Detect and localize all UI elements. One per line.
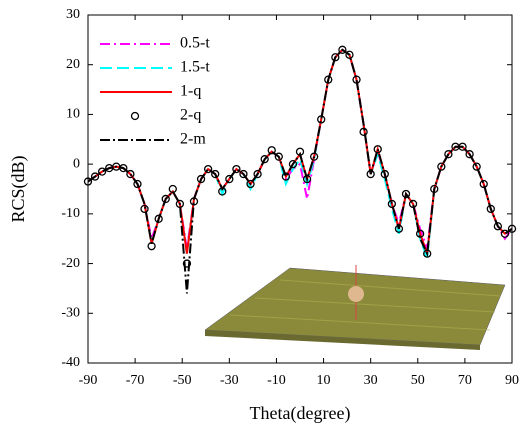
x-tick-label: -90 xyxy=(79,373,98,388)
data-point xyxy=(507,224,517,233)
inset-surface xyxy=(204,265,506,350)
data-point xyxy=(444,150,453,159)
x-tick-label: -10 xyxy=(267,373,286,388)
y-tick-label: 20 xyxy=(66,57,80,72)
legend-marker xyxy=(130,111,140,121)
x-tick-label: -30 xyxy=(220,373,239,388)
data-point xyxy=(267,146,276,155)
data-point xyxy=(182,259,192,268)
data-point xyxy=(246,179,255,189)
x-axis-label: Theta(degree) xyxy=(250,403,351,424)
legend-label: 1.5-t xyxy=(180,59,210,76)
data-point xyxy=(465,150,474,159)
y-tick-label: -10 xyxy=(61,206,80,221)
x-tick-label: 90 xyxy=(505,373,519,388)
data-point xyxy=(232,164,241,174)
data-point xyxy=(288,159,298,169)
x-tick-label: -70 xyxy=(126,373,145,388)
x-tick-label: 30 xyxy=(364,373,378,388)
y-axis-label: RCS(dB) xyxy=(8,155,29,222)
series-line xyxy=(87,48,513,250)
data-point xyxy=(133,179,142,189)
data-point xyxy=(90,172,100,181)
data-point xyxy=(161,194,170,204)
data-point xyxy=(239,169,248,179)
data-point xyxy=(225,174,234,184)
data-point xyxy=(331,53,340,62)
data-point xyxy=(211,169,220,179)
series-line xyxy=(87,48,513,254)
legend-label: 1-q xyxy=(180,83,201,100)
y-tick-label: -20 xyxy=(61,256,80,271)
legend-label: 2-m xyxy=(180,131,206,148)
data-point xyxy=(83,177,93,186)
data-point xyxy=(493,222,503,231)
series-line xyxy=(87,48,513,294)
legend-label: 0.5-t xyxy=(180,35,210,52)
plot-frame xyxy=(87,14,513,364)
data-point xyxy=(472,162,481,171)
data-point xyxy=(196,174,206,184)
data-point xyxy=(500,229,510,238)
data-point xyxy=(437,162,446,171)
data-point xyxy=(140,204,149,214)
data-point xyxy=(338,45,347,54)
data-point xyxy=(126,169,135,179)
y-tick-label: -30 xyxy=(61,306,80,321)
data-point xyxy=(203,164,213,174)
x-tick-label: -50 xyxy=(173,373,192,388)
data-point xyxy=(97,167,107,176)
data-point xyxy=(253,169,262,179)
data-point xyxy=(260,155,269,164)
data-point xyxy=(274,152,283,161)
y-tick-label: 10 xyxy=(66,107,80,122)
x-tick-label: 50 xyxy=(411,373,425,388)
x-tick-label: 10 xyxy=(317,373,331,388)
data-point xyxy=(415,229,425,238)
data-point xyxy=(175,199,185,209)
data-point xyxy=(324,75,333,84)
legend-label: 2-q xyxy=(180,107,201,124)
y-tick-label: -40 xyxy=(61,355,80,370)
data-point xyxy=(359,127,368,136)
data-point xyxy=(281,172,291,181)
x-tick-label: 70 xyxy=(458,373,472,388)
y-tick-label: 0 xyxy=(73,156,80,171)
y-tick-label: 30 xyxy=(66,7,80,22)
